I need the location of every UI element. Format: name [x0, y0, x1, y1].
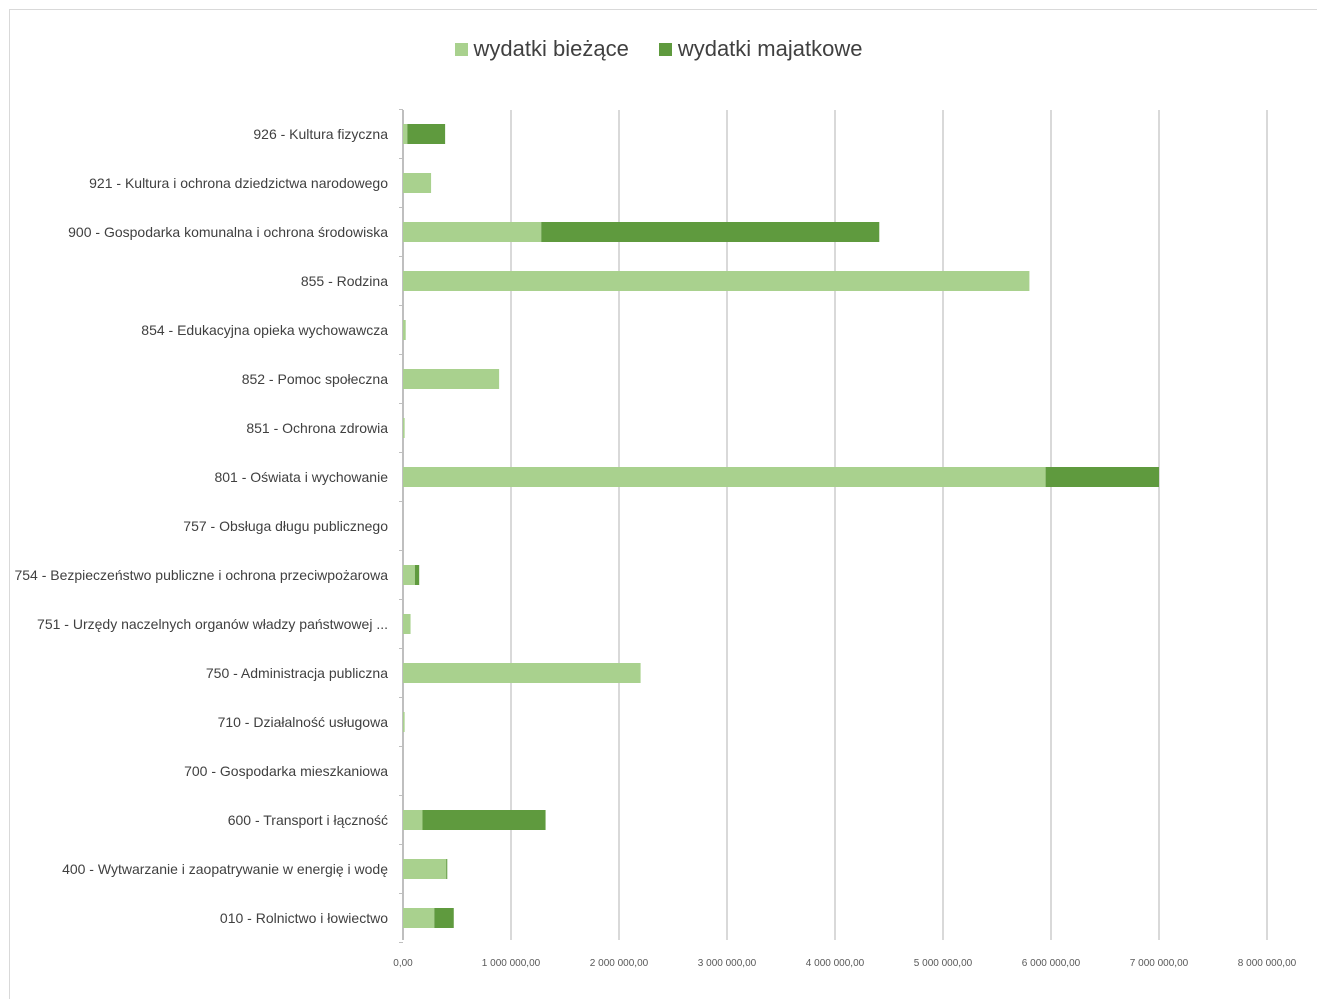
bar-wydatki-majatkowe: [541, 222, 880, 242]
chart-frame: [9, 9, 1317, 999]
bar-wydatki-biezace: [403, 712, 405, 732]
bar-wydatki-biezace: [403, 124, 408, 144]
bar-wydatki-biezace: [403, 565, 415, 585]
x-tick-label: 5 000 000,00: [914, 958, 973, 969]
bar-wydatki-biezace: [403, 663, 641, 683]
category-label: 851 - Ochrona zdrowia: [246, 420, 388, 436]
x-tick-label: 8 000 000,00: [1238, 958, 1297, 969]
bar-wydatki-majatkowe: [446, 859, 448, 879]
category-label: 855 - Rodzina: [301, 273, 388, 289]
bar-wydatki-biezace: [403, 614, 411, 634]
bar-wydatki-biezace: [403, 271, 1030, 291]
category-label: 400 - Wytwarzanie i zaopatrywanie w ener…: [62, 861, 388, 877]
category-label: 900 - Gospodarka komunalna i ochrona śro…: [68, 224, 388, 240]
legend-item-current: wydatki bieżące: [454, 36, 629, 62]
category-label: 852 - Pomoc społeczna: [242, 371, 389, 387]
bar-wydatki-biezace: [403, 859, 447, 879]
bar-wydatki-majatkowe: [422, 810, 546, 830]
category-label: 700 - Gospodarka mieszkaniowa: [184, 763, 388, 779]
bar-wydatki-majatkowe: [434, 908, 454, 928]
x-tick-label: 1 000 000,00: [482, 958, 541, 969]
legend-label-capital: wydatki majatkowe: [677, 36, 863, 61]
category-label: 854 - Edukacyjna opieka wychowawcza: [141, 322, 388, 338]
category-label: 751 - Urzędy naczelnych organów władzy p…: [37, 616, 388, 632]
category-label: 754 - Bezpieczeństwo publiczne i ochrona…: [14, 567, 388, 583]
category-label: 010 - Rolnictwo i łowiectwo: [220, 910, 388, 926]
x-tick-label: 2 000 000,00: [590, 958, 649, 969]
legend-label-current: wydatki bieżące: [473, 36, 629, 61]
category-label: 750 - Administracja publiczna: [206, 665, 388, 681]
bar-wydatki-majatkowe: [1045, 467, 1159, 487]
x-tick-label: 6 000 000,00: [1022, 958, 1081, 969]
category-label: 757 - Obsługa długu publicznego: [183, 518, 388, 534]
bar-wydatki-majatkowe: [414, 565, 420, 585]
x-tick-label: 4 000 000,00: [806, 958, 865, 969]
bar-wydatki-biezace: [403, 369, 500, 389]
bar-wydatki-biezace: [403, 320, 406, 340]
category-label: 921 - Kultura i ochrona dziedzictwa naro…: [89, 175, 388, 191]
x-tick-label: 3 000 000,00: [698, 958, 757, 969]
category-label: 710 - Działalność usługowa: [218, 714, 389, 730]
bar-wydatki-biezace: [403, 173, 432, 193]
category-label: 600 - Transport i łączność: [228, 812, 388, 828]
bar-wydatki-biezace: [403, 810, 423, 830]
bar-wydatki-biezace: [403, 908, 435, 928]
category-label: 801 - Oświata i wychowanie: [214, 469, 388, 485]
legend-item-capital: wydatki majatkowe: [658, 36, 863, 62]
bar-wydatki-biezace: [403, 222, 542, 242]
category-label: 926 - Kultura fizyczna: [253, 126, 388, 142]
bar-wydatki-biezace: [403, 467, 1046, 487]
legend-swatch-capital: [658, 42, 672, 56]
bar-wydatki-majatkowe: [407, 124, 446, 144]
x-tick-label: 7 000 000,00: [1130, 958, 1189, 969]
chart-legend: wydatki bieżące wydatki majatkowe: [0, 36, 1317, 62]
x-tick-label: 0,00: [393, 958, 413, 969]
bar-wydatki-biezace: [403, 418, 405, 438]
legend-swatch-current: [454, 42, 468, 56]
